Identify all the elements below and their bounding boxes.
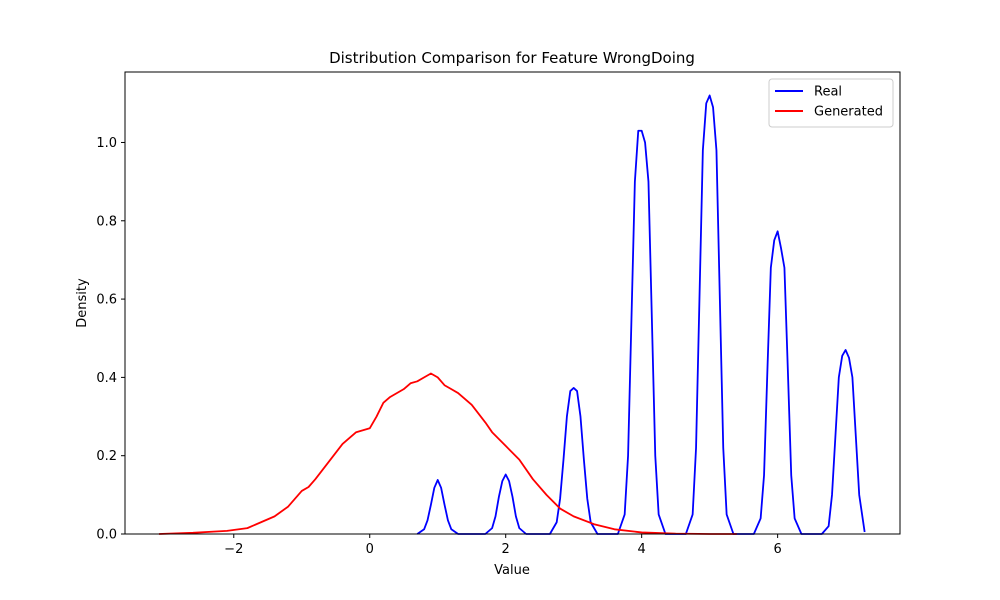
x-tick-label: 4	[638, 542, 646, 557]
x-axis: −2 0 2 4 6	[224, 534, 782, 557]
y-axis-label: Density	[75, 278, 90, 328]
legend-label-generated: Generated	[814, 105, 883, 120]
series-line-generated	[158, 372, 737, 535]
y-tick-label: 1.0	[96, 136, 117, 151]
y-tick-label: 0.8	[96, 214, 117, 229]
x-tick-label: 6	[773, 542, 781, 557]
x-tick-label: 2	[502, 542, 510, 557]
legend-label-real: Real	[814, 85, 842, 100]
y-axis: 0.0 0.2 0.4 0.6 0.8 1.0	[96, 136, 125, 543]
y-tick-label: 0.2	[96, 449, 117, 464]
plot-area	[158, 94, 866, 535]
legend: Real Generated	[768, 78, 894, 128]
y-tick-label: 0.4	[96, 371, 117, 386]
chart-title: Distribution Comparison for Feature Wron…	[329, 49, 695, 67]
y-tick-label: 0.0	[96, 528, 117, 543]
plot-frame	[124, 71, 901, 535]
x-axis-label: Value	[494, 563, 530, 578]
y-tick-label: 0.6	[96, 293, 117, 308]
series-line-real	[416, 94, 866, 535]
x-tick-label: −2	[224, 542, 243, 557]
x-tick-label: 0	[366, 542, 374, 557]
